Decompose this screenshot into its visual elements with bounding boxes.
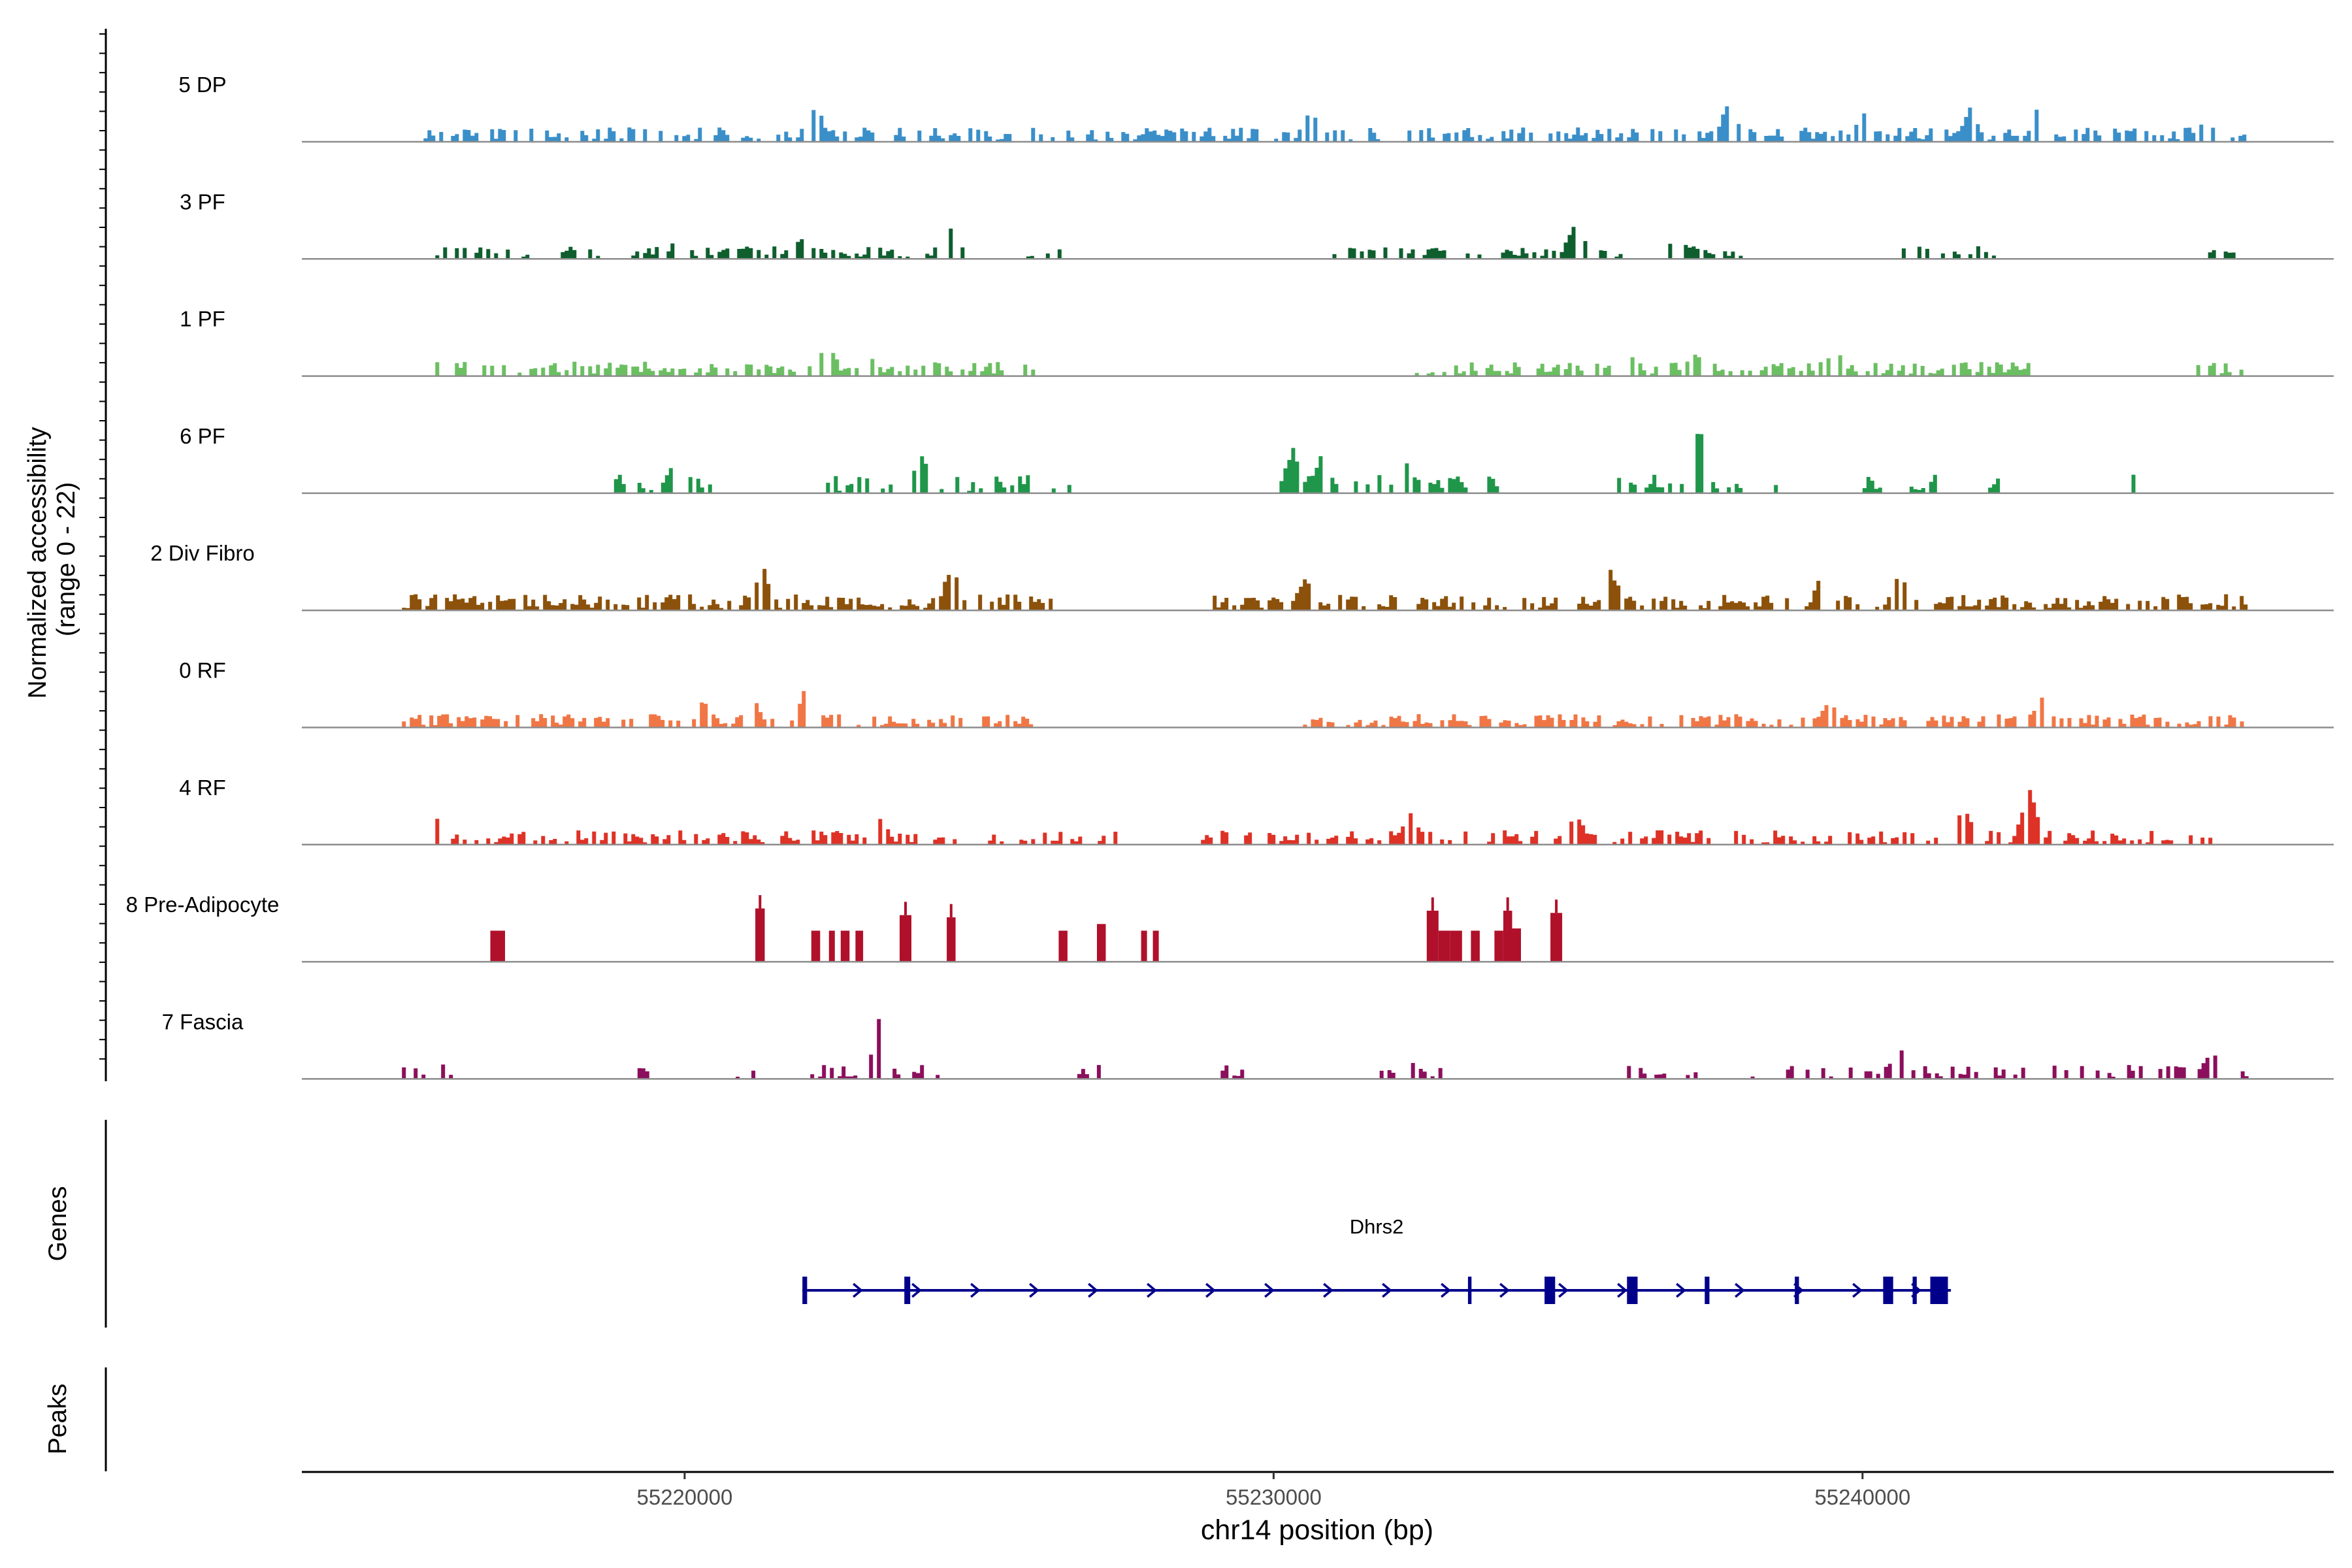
- coverage-block: [811, 930, 821, 962]
- coverage-block: [855, 930, 864, 962]
- track-1-pf: 1 PF: [180, 307, 2334, 377]
- coverage-block: [1450, 930, 1462, 962]
- track-label: 5 DP: [178, 73, 226, 97]
- y-axis-ticks: [99, 33, 106, 1060]
- track-0-rf: 0 RF: [179, 659, 2334, 728]
- track-label: 0 RF: [179, 659, 226, 683]
- coverage-block: [900, 915, 911, 962]
- coverage-block: [1097, 924, 1106, 962]
- strand-arrow: [1499, 1282, 1510, 1298]
- coverage-block: [828, 930, 835, 962]
- coverage-area: [402, 568, 2248, 611]
- track-6-pf: 6 PF: [180, 424, 2334, 495]
- y-axis-label-line2: (range 0 - 22): [52, 482, 80, 636]
- track-label: 4 RF: [179, 776, 226, 800]
- coverage-spike: [1431, 897, 1434, 911]
- track-label: 6 PF: [180, 424, 225, 448]
- genes-panel-label: Genes: [44, 1186, 72, 1262]
- coverage-area: [435, 353, 2244, 376]
- coverage-spike: [1506, 897, 1509, 911]
- coverage-block: [1471, 930, 1480, 962]
- strand-arrow: [1676, 1282, 1686, 1298]
- strand-arrow: [1088, 1282, 1098, 1298]
- coverage-block: [1152, 930, 1159, 962]
- coverage-spike: [904, 902, 907, 915]
- strand-arrow: [911, 1282, 922, 1298]
- peaks-panel-label: Peaks: [44, 1384, 72, 1454]
- strand-arrow: [1617, 1282, 1627, 1298]
- strand-arrow: [1441, 1282, 1451, 1298]
- x-axis-ticks: 55220000 55230000 55240000: [636, 1472, 1910, 1509]
- gene-name: Dhrs2: [1350, 1215, 1404, 1238]
- track-2-div-fibro: 2 Div Fibro: [150, 541, 2334, 612]
- coverage-spike: [949, 904, 953, 918]
- y-axis-label: Normalized accessibility (range 0 - 22): [24, 420, 80, 699]
- coverage-block: [1512, 928, 1521, 962]
- gene-exon: [1544, 1277, 1556, 1304]
- coverage-area: [402, 691, 2244, 728]
- strand-arrow: [1558, 1282, 1569, 1298]
- coverage-block: [1141, 930, 1147, 962]
- coverage-area: [423, 106, 2247, 142]
- coverage-block: [1438, 930, 1450, 962]
- track-label: 1 PF: [180, 307, 225, 331]
- coverage-spike: [759, 895, 762, 909]
- strand-arrow: [1323, 1282, 1333, 1298]
- strand-arrow: [1735, 1282, 1745, 1298]
- strand-arrow: [1205, 1282, 1216, 1298]
- gene-exon: [1795, 1277, 1799, 1304]
- track-label: 7 Fascia: [162, 1009, 244, 1034]
- gene-dhrs2: Dhrs2: [802, 1215, 1952, 1304]
- strand-arrow: [1382, 1282, 1392, 1298]
- track-4-rf: 4 RF: [179, 776, 2334, 846]
- track-label: 2 Div Fibro: [150, 541, 255, 565]
- gene-exon: [1467, 1277, 1472, 1304]
- gene-exon: [1883, 1277, 1893, 1304]
- coverage-spike: [1555, 899, 1558, 913]
- strand-arrow: [1029, 1282, 1039, 1298]
- coverage-block: [755, 908, 765, 962]
- strand-arrow: [1852, 1282, 1863, 1298]
- coverage-block: [1494, 930, 1503, 962]
- coverage-block: [1503, 910, 1512, 962]
- coverage-area: [435, 790, 2213, 845]
- track-label: 8 Pre-Adipocyte: [126, 892, 280, 917]
- gene-exon: [802, 1277, 808, 1304]
- coverage-block: [1550, 913, 1563, 962]
- track-label: 3 PF: [180, 189, 225, 214]
- gene-exon: [1930, 1277, 1948, 1304]
- gene-exon: [904, 1277, 911, 1304]
- coverage-block: [840, 930, 850, 962]
- coverage-block: [947, 917, 956, 962]
- strand-arrow: [970, 1282, 981, 1298]
- strand-arrow: [1264, 1282, 1275, 1298]
- y-axis-label-line1: Normalized accessibility: [24, 427, 52, 699]
- track-5-dp: 5 DP: [178, 73, 2334, 143]
- coverage-tracks: 5 DP 3 PF 1 PF 6 PF 2 Div Fibro 0 RF 4 RF 8 Pre…: [126, 73, 2334, 1080]
- gene-annotations: Dhrs2: [802, 1215, 1952, 1304]
- coverage-block: [490, 930, 505, 962]
- x-tick-label: 55220000: [636, 1485, 732, 1509]
- track-3-pf: 3 PF: [180, 189, 2334, 260]
- coverage-block: [1426, 910, 1439, 962]
- x-tick-label: 55230000: [1226, 1485, 1322, 1509]
- track-7-fascia: 7 Fascia: [162, 1009, 2334, 1080]
- x-axis-label: chr14 position (bp): [1201, 1514, 1433, 1546]
- gene-exon: [1627, 1277, 1638, 1304]
- gene-exon: [1912, 1277, 1917, 1304]
- coverage-block: [1058, 930, 1068, 962]
- x-tick-label: 55240000: [1814, 1485, 1910, 1509]
- gene-exon: [1705, 1277, 1710, 1304]
- strand-arrow: [853, 1282, 863, 1298]
- track-8-pre-adipocyte: 8 Pre-Adipocyte: [126, 892, 2334, 963]
- strand-arrow: [1147, 1282, 1157, 1298]
